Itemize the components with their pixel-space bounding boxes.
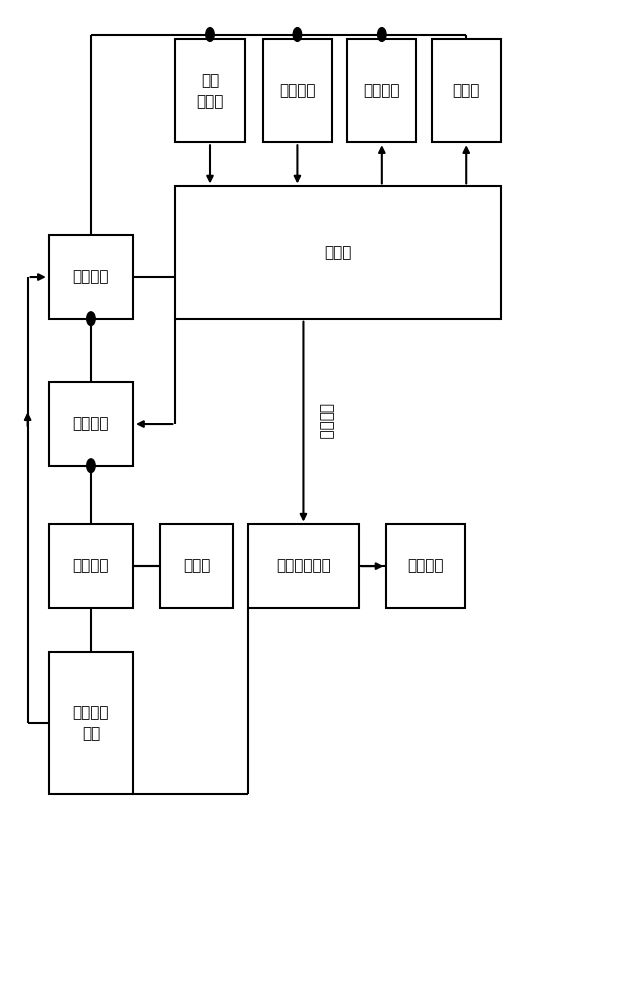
Bar	[247, 524, 359, 608]
Text: 温度
传感器: 温度 传感器	[197, 73, 224, 109]
Text: 电机驱动电路: 电机驱动电路	[276, 559, 331, 574]
Bar	[49, 382, 133, 466]
Bar	[175, 186, 501, 319]
Bar	[49, 652, 133, 794]
Text: 蓄电池: 蓄电池	[183, 559, 210, 574]
Text: 整流电路: 整流电路	[73, 559, 109, 574]
Text: 单片机: 单片机	[325, 245, 352, 260]
Bar	[263, 39, 332, 142]
Bar	[175, 39, 245, 142]
Text: 驱动电机: 驱动电机	[408, 559, 444, 574]
Circle shape	[87, 312, 95, 326]
Text: 降压电路: 降压电路	[73, 270, 109, 285]
Text: 蜂鸣器: 蜂鸣器	[453, 83, 480, 98]
Text: 电源控制: 电源控制	[73, 417, 109, 432]
Bar	[431, 39, 501, 142]
Circle shape	[377, 28, 386, 41]
Bar	[347, 39, 416, 142]
Text: 水流发电
装置: 水流发电 装置	[73, 705, 109, 741]
Circle shape	[87, 459, 95, 473]
Bar	[386, 524, 465, 608]
Text: 流量采样: 流量采样	[318, 403, 333, 440]
Circle shape	[293, 28, 301, 41]
Bar	[49, 235, 133, 319]
Bar	[49, 524, 133, 608]
Text: 显示设备: 显示设备	[364, 83, 400, 98]
Text: 触摸开关: 触摸开关	[279, 83, 316, 98]
Circle shape	[206, 28, 214, 41]
Bar	[160, 524, 232, 608]
